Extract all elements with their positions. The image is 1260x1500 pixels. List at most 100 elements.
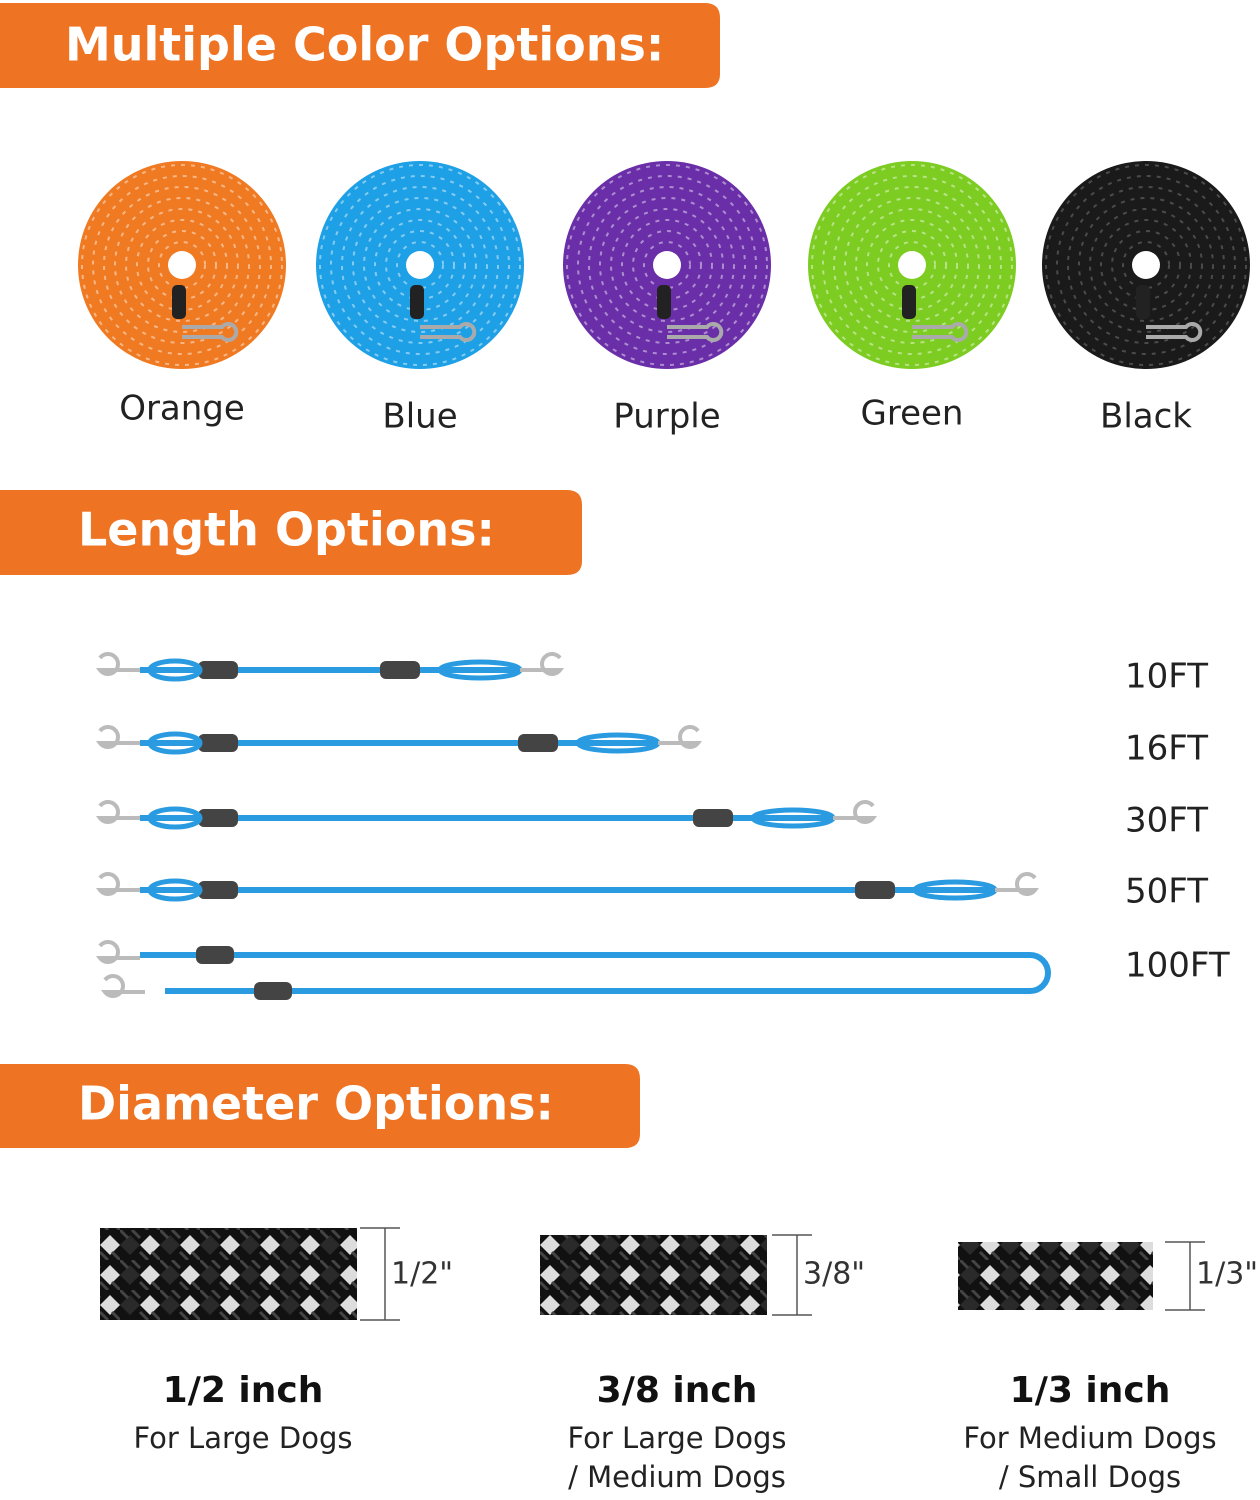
coil-ring [341, 186, 499, 344]
coil-ring [566, 164, 768, 366]
leash [95, 872, 1040, 902]
coil-center [653, 251, 681, 279]
coil-ring [844, 197, 980, 333]
section-title: Diameter Options: [78, 1077, 554, 1131]
color-label: Purple [613, 397, 720, 437]
leash-coil [316, 161, 524, 369]
coil-ring [610, 208, 724, 322]
snap-hook [95, 725, 140, 749]
leash [95, 652, 565, 682]
diameter-use: / Small Dogs [999, 1460, 1181, 1494]
coil-ring [158, 241, 206, 289]
leash [95, 800, 878, 830]
coil-ring [363, 208, 477, 322]
snap-hook [520, 652, 565, 676]
coil-ring [103, 186, 261, 344]
rope [140, 952, 1051, 994]
coil-ring [822, 175, 1002, 355]
clip [657, 285, 671, 319]
coil-center [168, 251, 196, 279]
clip [1136, 285, 1150, 319]
coil-ring [1056, 175, 1236, 355]
leash-coil [808, 161, 1016, 369]
banner [0, 1064, 640, 1148]
stopper [855, 881, 895, 899]
color-label: Blue [382, 397, 457, 437]
coil-ring [888, 241, 936, 289]
stopper [693, 809, 733, 827]
coil-ring [855, 208, 969, 322]
coil-ring [577, 175, 757, 355]
coil-ring [1045, 164, 1247, 366]
coil-ring [811, 164, 1013, 366]
diameter-use: For Large Dogs [568, 1421, 787, 1455]
snap-hook [95, 940, 140, 964]
section-title: Length Options: [78, 503, 495, 557]
hook [420, 322, 477, 342]
leash-coil [78, 161, 286, 369]
hook [1146, 322, 1203, 342]
coil-ring [330, 175, 510, 355]
stopper [198, 661, 238, 679]
coil-ring [319, 164, 521, 366]
stopper [518, 734, 558, 752]
diameter-use: For Large Dogs [134, 1421, 353, 1455]
coil-ring [81, 164, 283, 366]
coil-ring [92, 175, 272, 355]
loop [147, 658, 203, 682]
stopper [198, 809, 238, 827]
coil-ring [833, 186, 991, 344]
clip [902, 285, 916, 319]
snap-hook [95, 872, 140, 896]
hook [912, 322, 969, 342]
coil-ring [599, 197, 735, 333]
dimension-label: 1/2" [391, 1257, 453, 1292]
leash [95, 725, 703, 755]
snap-hook [995, 872, 1040, 896]
rope-swatch [958, 1242, 1153, 1310]
loop [147, 731, 203, 755]
snap-hook [833, 800, 878, 824]
coil-ring [352, 197, 488, 333]
banner [0, 490, 582, 575]
coil-ring [125, 208, 239, 322]
stopper [198, 881, 238, 899]
dimension-label: 3/8" [803, 1257, 865, 1292]
snap-hook [658, 725, 703, 749]
snap-hook [100, 974, 145, 998]
coil-center [898, 251, 926, 279]
length-label: 50FT [1125, 872, 1208, 912]
coil-ring [396, 241, 444, 289]
loop [147, 806, 203, 830]
rope-swatch [540, 1235, 767, 1315]
color-label: Black [1100, 397, 1192, 437]
clip [410, 285, 424, 319]
stopper [198, 734, 238, 752]
leash [95, 940, 1051, 1000]
coil-ring [1122, 241, 1170, 289]
color-label: Orange [119, 389, 245, 429]
stopper [380, 661, 420, 679]
loop [147, 878, 203, 902]
length-label: 30FT [1125, 801, 1208, 841]
snap-hook [95, 800, 140, 824]
banner [0, 3, 720, 88]
coil-center [1132, 251, 1160, 279]
section-title: Multiple Color Options: [65, 18, 664, 72]
clip [172, 285, 186, 319]
hook [667, 322, 724, 342]
snap-hook [95, 652, 140, 676]
hook [182, 322, 239, 342]
color-label: Green [861, 394, 964, 434]
length-label: 10FT [1125, 657, 1208, 697]
coil-ring [1067, 186, 1225, 344]
coil-ring [588, 186, 746, 344]
diameter-name: 1/3 inch [1010, 1370, 1171, 1411]
coil-center [406, 251, 434, 279]
coil-ring [1078, 197, 1214, 333]
length-label: 100FT [1125, 946, 1230, 986]
coil-ring [643, 241, 691, 289]
stopper [254, 982, 292, 1000]
diameter-name: 1/2 inch [163, 1370, 324, 1411]
